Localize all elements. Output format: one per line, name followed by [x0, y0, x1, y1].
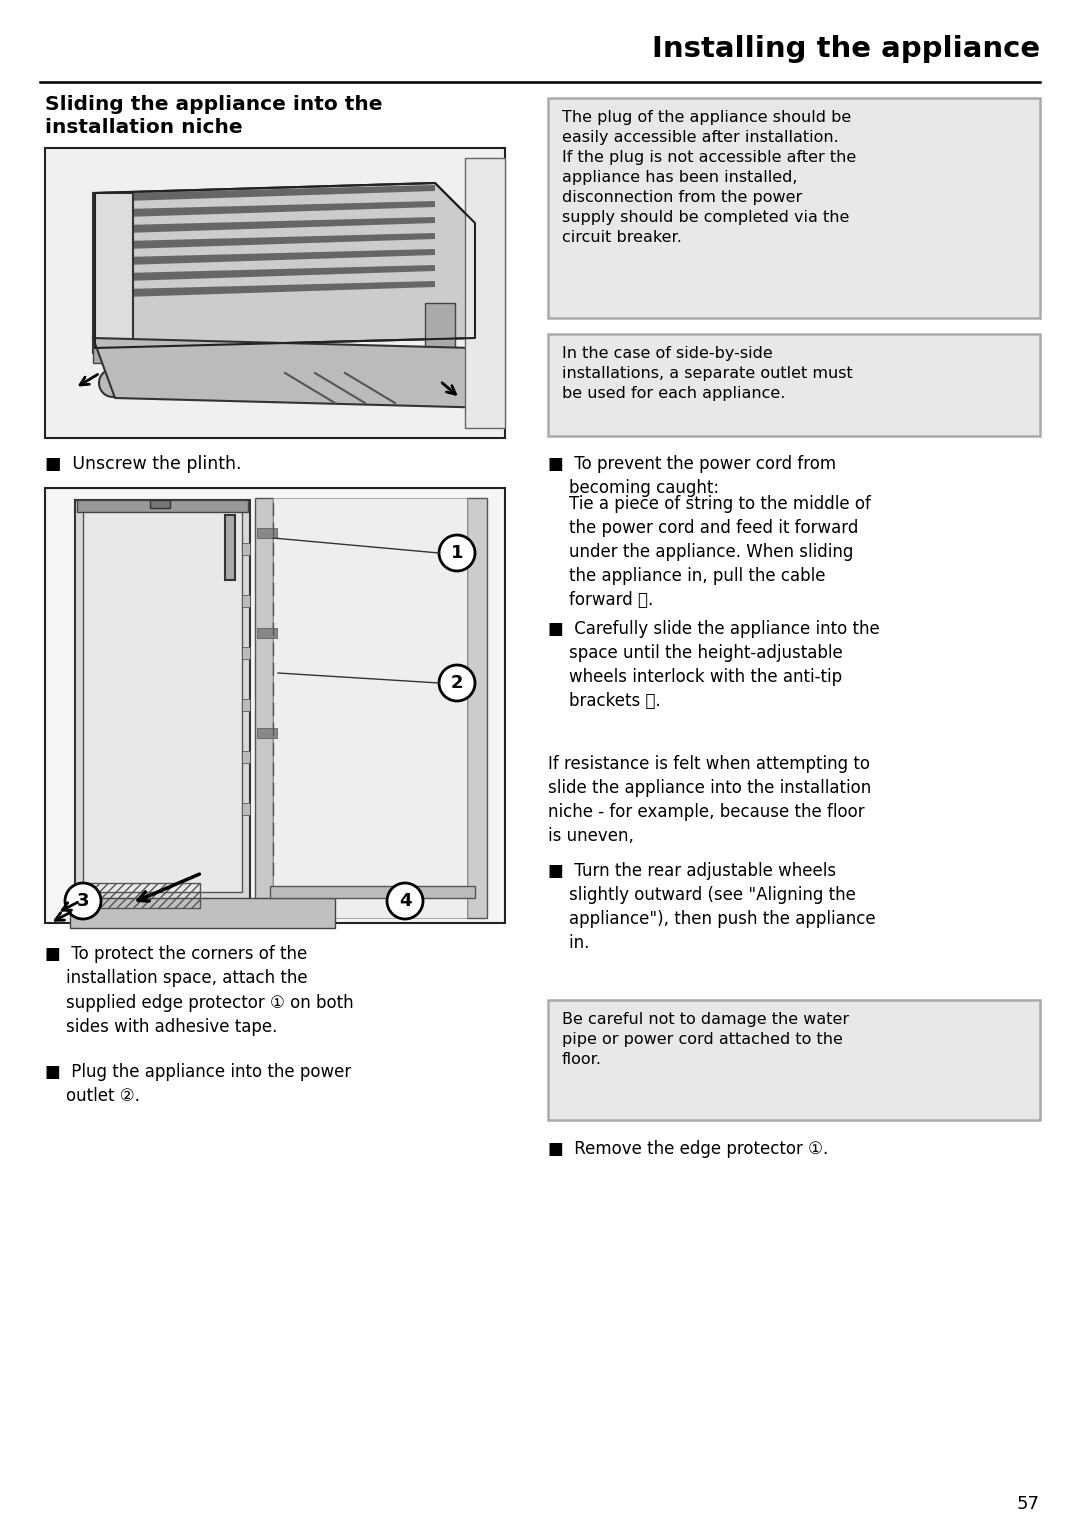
- Bar: [242, 647, 249, 659]
- Text: ■  Turn the rear adjustable wheels
    slightly outward (see "Aligning the
    a: ■ Turn the rear adjustable wheels slight…: [548, 862, 876, 951]
- Bar: [242, 699, 249, 711]
- Polygon shape: [125, 232, 435, 249]
- Text: 1: 1: [450, 544, 463, 563]
- Bar: [242, 543, 249, 555]
- Bar: [255, 498, 273, 917]
- Bar: [270, 885, 475, 898]
- Bar: [93, 193, 133, 353]
- Polygon shape: [125, 281, 435, 297]
- Bar: [77, 500, 248, 512]
- Circle shape: [65, 884, 102, 919]
- Bar: [80, 884, 200, 908]
- Polygon shape: [125, 249, 435, 265]
- Bar: [242, 751, 249, 763]
- Bar: [257, 528, 276, 538]
- Text: 4: 4: [399, 891, 411, 910]
- Text: 57: 57: [1017, 1495, 1040, 1514]
- Bar: [45, 488, 505, 924]
- Bar: [150, 500, 170, 508]
- Polygon shape: [125, 217, 435, 232]
- Text: Installing the appliance: Installing the appliance: [652, 35, 1040, 63]
- Polygon shape: [125, 200, 435, 217]
- Text: The plug of the appliance should be
easily accessible after installation.
If the: The plug of the appliance should be easi…: [562, 110, 856, 245]
- Bar: [75, 500, 249, 901]
- Bar: [273, 498, 467, 917]
- Polygon shape: [93, 338, 495, 408]
- Bar: [242, 803, 249, 815]
- Bar: [426, 303, 455, 353]
- Bar: [70, 898, 335, 928]
- Bar: [225, 515, 235, 579]
- Text: Tie a piece of string to the middle of
    the power cord and feed it forward
  : Tie a piece of string to the middle of t…: [548, 495, 870, 609]
- Text: Sliding the appliance into the
installation niche: Sliding the appliance into the installat…: [45, 95, 382, 136]
- Text: ■  Remove the edge protector ①.: ■ Remove the edge protector ①.: [548, 1141, 828, 1157]
- Polygon shape: [125, 265, 435, 281]
- Polygon shape: [125, 185, 435, 200]
- Circle shape: [432, 370, 448, 385]
- Circle shape: [387, 884, 423, 919]
- Bar: [257, 728, 276, 739]
- Bar: [465, 157, 505, 428]
- Bar: [548, 98, 1040, 318]
- Circle shape: [438, 535, 475, 570]
- Bar: [45, 148, 505, 437]
- Bar: [467, 498, 487, 917]
- Polygon shape: [95, 183, 475, 349]
- Text: ■  Unscrew the plinth.: ■ Unscrew the plinth.: [45, 456, 242, 472]
- Text: 2: 2: [450, 674, 463, 693]
- Bar: [83, 508, 242, 891]
- Text: 3: 3: [77, 891, 90, 910]
- Circle shape: [99, 368, 127, 398]
- Text: Be careful not to damage the water
pipe or power cord attached to the
floor.: Be careful not to damage the water pipe …: [562, 1012, 849, 1067]
- Text: ■  To protect the corners of the
    installation space, attach the
    supplied: ■ To protect the corners of the installa…: [45, 945, 353, 1037]
- Text: ■  Carefully slide the appliance into the
    space until the height-adjustable
: ■ Carefully slide the appliance into the…: [548, 619, 880, 709]
- Bar: [548, 1000, 1040, 1121]
- Text: If resistance is felt when attempting to
slide the appliance into the installati: If resistance is felt when attempting to…: [548, 755, 872, 844]
- Circle shape: [438, 665, 475, 700]
- Bar: [93, 346, 113, 362]
- Bar: [242, 595, 249, 607]
- Bar: [257, 628, 276, 638]
- Text: ■  To prevent the power cord from
    becoming caught:: ■ To prevent the power cord from becomin…: [548, 456, 836, 497]
- Text: ■  Plug the appliance into the power
    outlet ②.: ■ Plug the appliance into the power outl…: [45, 1063, 351, 1105]
- Bar: [548, 333, 1040, 436]
- Text: In the case of side-by-side
installations, a separate outlet must
be used for ea: In the case of side-by-side installation…: [562, 346, 853, 401]
